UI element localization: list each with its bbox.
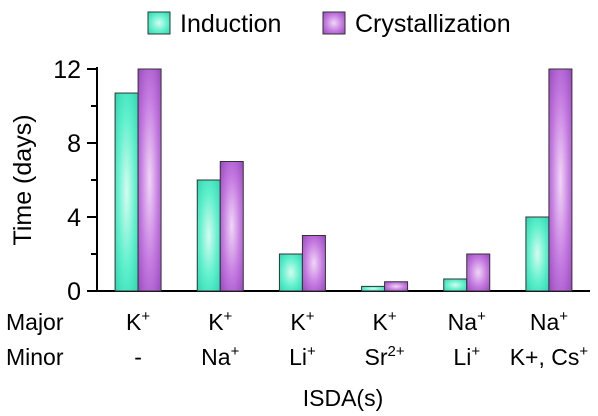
- bar-induction-5: [525, 216, 550, 292]
- y-tick-label: 8: [67, 130, 81, 158]
- major-label-4: Na+: [448, 308, 486, 335]
- y-tick-label: 0: [67, 278, 81, 306]
- row-label-minor: Minor: [6, 344, 64, 370]
- minor-label-1: Na+: [201, 343, 239, 370]
- minor-label-4: Li+: [453, 343, 480, 370]
- major-label-5: Na+: [530, 308, 568, 335]
- bars: [114, 68, 573, 292]
- legend-swatch-induction: [147, 11, 171, 35]
- category-labels: Major Minor K+ - K+ Na+ K+ Li+ K+ Sr2+ Na+ Li+ Na+ K+…: [6, 308, 588, 370]
- major-label-2: K+: [290, 308, 314, 335]
- bar-crystallization-0: [137, 68, 162, 292]
- y-tick-label: 4: [67, 204, 81, 232]
- bar-induction-1: [196, 179, 221, 292]
- major-label-1: K+: [208, 308, 232, 335]
- axes: 0 4 8 12: [53, 56, 590, 306]
- bar-crystallization-2: [301, 235, 326, 292]
- legend-swatch-crystallization: [322, 11, 346, 35]
- minor-label-2: Li+: [289, 343, 316, 370]
- bar-crystallization-4: [466, 253, 491, 292]
- y-axis-label: Time (days): [9, 114, 37, 245]
- minor-label-5: K+, Cs+: [510, 343, 589, 370]
- legend-label-crystallization: Crystallization: [355, 10, 511, 38]
- bar-induction-2: [278, 253, 303, 292]
- bar-induction-3: [361, 285, 386, 292]
- bar-crystallization-5: [548, 68, 573, 292]
- major-label-0: K+: [126, 308, 150, 335]
- minor-label-3: Sr2+: [365, 343, 405, 370]
- legend-label-induction: Induction: [180, 10, 281, 38]
- major-label-3: K+: [373, 308, 397, 335]
- bar-induction-0: [114, 92, 139, 292]
- row-label-major: Major: [6, 309, 64, 335]
- minor-label-0: -: [134, 344, 142, 370]
- y-tick-label: 12: [53, 56, 81, 84]
- bar-crystallization-1: [219, 161, 244, 292]
- x-axis-label: ISDA(s): [303, 385, 384, 411]
- legend: Induction Crystallization: [147, 10, 511, 38]
- bar-crystallization-3: [384, 281, 409, 292]
- bar-induction-4: [443, 278, 468, 292]
